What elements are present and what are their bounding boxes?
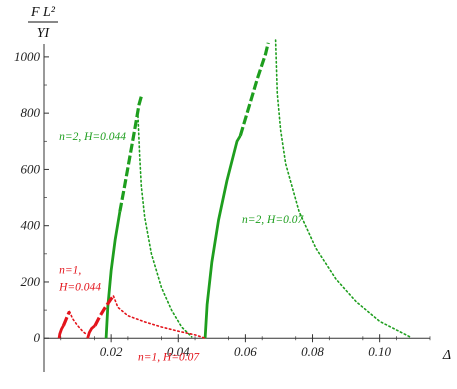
series-line-red-dashed-10 [93,295,115,327]
annotation-label: n=2, H=0.044 [59,131,126,143]
series-line-green-solid-3 [203,134,242,339]
series-line-red-solid-6 [57,324,65,339]
axes: 0.02 0.04 0.06 0.08 0.10 0 200 400 600 800 1000 [14,44,431,372]
series-line-red-solid-9 [86,324,96,339]
x-tick-label: 0.04 [167,344,190,359]
series-line-green-dashed-1 [118,95,143,212]
x-axis-label: Δ [442,348,451,363]
x-tick-label: 0.06 [234,344,257,359]
x-tick-label: 0.02 [100,344,123,359]
series-line-green-dotted-2 [137,115,193,338]
y-axis-label-top: F L² [30,5,56,20]
y-tick-label: 400 [21,218,41,233]
x-tick-label: 0.10 [368,344,391,359]
annotations: n=2, H=0.044 n=2, H=0.07 n=1, H=0.044 n=1, H… [58,131,304,364]
y-tick-label: 800 [21,105,41,120]
annotation-label: n=2, H=0.07 [242,214,304,226]
x-tick-label: 0.08 [301,344,324,359]
y-tick-label: 600 [21,161,41,176]
series-line-green-dashed-4 [238,42,270,137]
series-line-green-solid-0 [104,211,122,339]
y-axis-label-bottom: YI [37,26,51,41]
series-line-red-dashed-7 [61,310,71,327]
series-line-green-dotted-5 [274,39,411,338]
annotation-label: n=1, [59,265,81,277]
annotation-label: n=1, H=0.07 [138,352,200,364]
series-line-red-dotted-11 [112,295,206,340]
annotation-label: H=0.044 [58,281,101,293]
series-group [57,39,411,340]
y-tick-label: 1000 [14,49,41,64]
series-line-red-dotted-8 [68,310,87,335]
y-tick-label: 200 [21,274,41,289]
y-tick-label: 0 [34,330,41,345]
